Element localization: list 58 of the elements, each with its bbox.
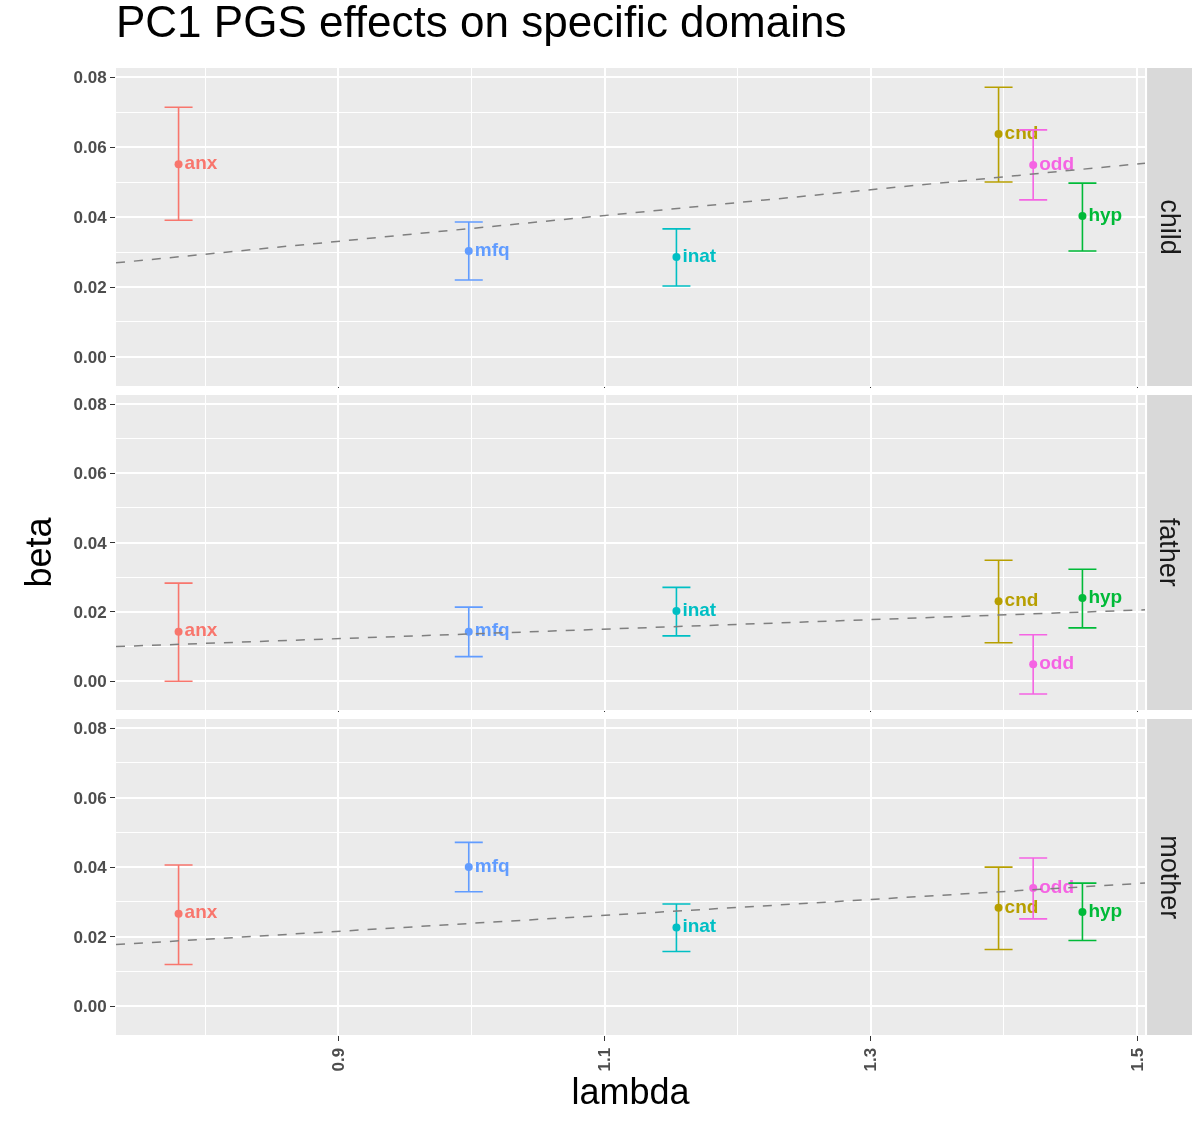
series-label: cnd [1004, 588, 1039, 610]
y-tick-label: 0.00 [73, 672, 107, 692]
point [1078, 907, 1087, 916]
point [464, 246, 473, 255]
point [1078, 594, 1087, 603]
y-tick-label: 0.06 [73, 464, 107, 484]
y-tick-label: 0.08 [73, 718, 107, 738]
series-label: odd [1039, 152, 1075, 174]
series-label: mfq [474, 854, 510, 876]
series-label: odd [1039, 652, 1075, 674]
series-label: odd [1039, 875, 1075, 897]
point [672, 923, 681, 932]
y-tick-label: 0.08 [73, 394, 107, 414]
text: mother [1154, 835, 1185, 920]
series-label: hyp [1088, 899, 1123, 921]
y-tick-label: 0.06 [73, 788, 107, 808]
point [464, 863, 473, 872]
series-label: inat [682, 915, 717, 937]
y-tick-label: 0.06 [73, 138, 107, 158]
y-tick-label: 0.00 [73, 997, 107, 1017]
point [994, 903, 1003, 912]
point [672, 606, 681, 615]
x-tick-label: 1.5 [1127, 1047, 1147, 1072]
point [174, 160, 183, 169]
x-tick-label: 0.9 [328, 1047, 348, 1072]
y-tick-label: 0.04 [73, 858, 108, 878]
text: father [1154, 517, 1185, 587]
y-axis-title: beta [18, 516, 60, 588]
series-label: mfq [474, 238, 510, 260]
series-label: anx [184, 901, 218, 923]
chart-title: PC1 PGS effects on specific domains [116, 0, 847, 46]
series-label: hyp [1088, 585, 1123, 607]
point [672, 252, 681, 261]
y-tick-label: 0.02 [73, 602, 107, 622]
y-tick-label: 0.08 [73, 68, 107, 88]
series-label: hyp [1088, 203, 1123, 225]
point [994, 130, 1003, 139]
x-tick-label: 1.1 [595, 1047, 615, 1072]
y-tick-label: 0.00 [73, 347, 107, 367]
point [464, 627, 473, 636]
series-label: anx [184, 151, 218, 173]
y-tick-label: 0.04 [73, 207, 108, 227]
point [1029, 160, 1038, 169]
point [174, 627, 183, 636]
text: child [1154, 199, 1185, 255]
y-tick-label: 0.04 [73, 533, 108, 553]
point [174, 909, 183, 918]
point [1029, 660, 1038, 669]
y-tick-label: 0.02 [73, 927, 107, 947]
y-tick-label: 0.02 [73, 277, 107, 297]
x-tick-label: 1.3 [861, 1047, 881, 1072]
series-label: anx [184, 619, 218, 641]
x-axis-title: lambda [571, 1071, 691, 1113]
series-label: mfq [474, 619, 510, 641]
point [1078, 211, 1087, 220]
series-label: inat [682, 244, 717, 266]
point [994, 597, 1003, 606]
series-label: inat [682, 598, 717, 620]
